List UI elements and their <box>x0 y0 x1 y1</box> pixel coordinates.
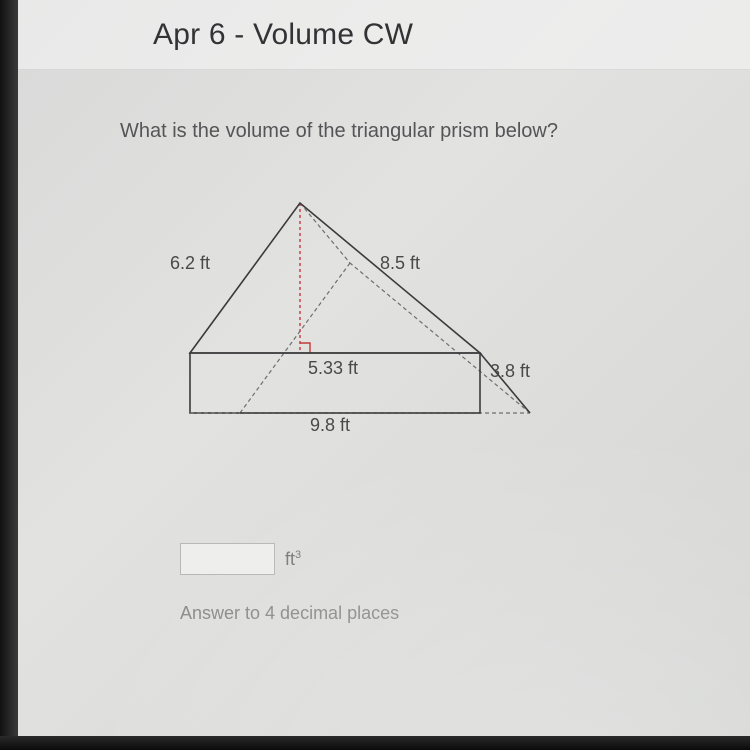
page-header: Apr 6 - Volume CW <box>18 0 750 70</box>
prism-svg <box>160 183 600 443</box>
answer-hint: Answer to 4 decimal places <box>180 603 690 624</box>
prism-figure: 6.2 ft 8.5 ft 5.33 ft 9.8 ft 3.8 ft <box>160 183 600 443</box>
monitor-bezel-left <box>0 0 18 750</box>
page-title: Apr 6 - Volume CW <box>153 18 413 52</box>
content-area: What is the volume of the triangular pri… <box>120 100 690 624</box>
answer-row: ft3 <box>180 543 690 575</box>
label-height: 5.33 ft <box>308 358 358 379</box>
monitor-bezel-bottom <box>0 736 750 750</box>
label-right-side: 8.5 ft <box>380 253 420 274</box>
unit-base: ft <box>285 549 295 569</box>
question-text: What is the volume of the triangular pri… <box>120 120 690 143</box>
worksheet-screen: Apr 6 - Volume CW What is the volume of … <box>0 0 750 750</box>
label-left-side: 6.2 ft <box>170 253 210 274</box>
unit-exp: 3 <box>295 549 301 561</box>
answer-unit: ft3 <box>285 549 301 570</box>
label-base: 9.8 ft <box>310 415 350 436</box>
label-depth: 3.8 ft <box>490 361 530 382</box>
answer-input[interactable] <box>180 543 275 575</box>
